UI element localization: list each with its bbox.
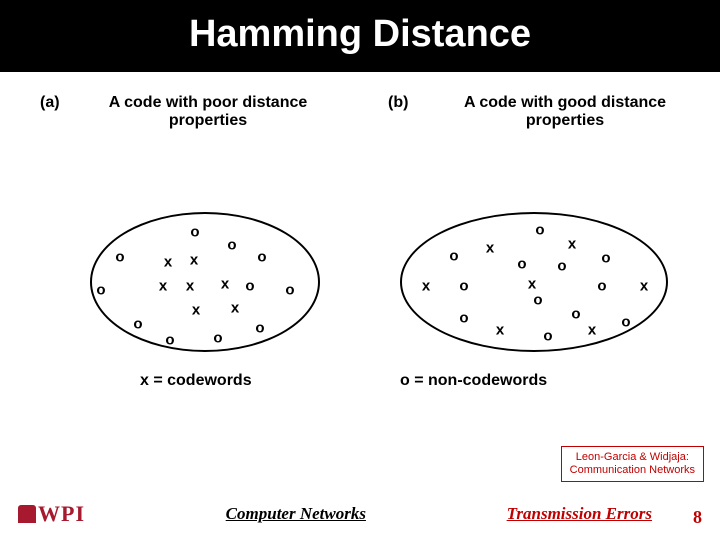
- noncodeword-mark: o: [535, 223, 544, 238]
- codeword-mark: x: [528, 277, 536, 292]
- noncodeword-mark: o: [543, 329, 552, 344]
- codeword-mark: x: [496, 323, 504, 338]
- noncodeword-mark: o: [115, 250, 124, 265]
- codeword-mark: x: [588, 323, 596, 338]
- wpi-logo-text: WPI: [38, 501, 85, 527]
- content-area: (a) A code with poor distance properties…: [0, 72, 720, 540]
- codeword-mark: x: [186, 279, 194, 294]
- codeword-mark: x: [159, 279, 167, 294]
- left-tag: (a): [40, 94, 60, 112]
- noncodeword-mark: o: [133, 317, 142, 332]
- right-tag: (b): [388, 94, 408, 112]
- codeword-mark: x: [568, 237, 576, 252]
- slide-number: 8: [693, 507, 702, 528]
- noncodeword-mark: o: [190, 225, 199, 240]
- codeword-mark: x: [640, 279, 648, 294]
- title-bar: Hamming Distance: [0, 0, 720, 72]
- slide-title: Hamming Distance: [189, 13, 531, 56]
- citation-box: Leon-Garcia & Widjaja: Communication Net…: [561, 446, 704, 482]
- noncodeword-mark: o: [459, 311, 468, 326]
- codeword-mark: x: [190, 253, 198, 268]
- noncodeword-mark: o: [96, 283, 105, 298]
- noncodeword-mark: o: [285, 283, 294, 298]
- noncodeword-mark: o: [213, 331, 222, 346]
- footer-right-text: Transmission Errors: [507, 504, 652, 524]
- noncodeword-mark: o: [165, 333, 174, 348]
- citation-line1: Leon-Garcia & Widjaja:: [570, 451, 695, 464]
- left-caption: A code with poor distance properties: [78, 94, 338, 130]
- noncodeword-mark: o: [245, 279, 254, 294]
- noncodeword-mark: o: [621, 315, 630, 330]
- wpi-logo-icon: [18, 505, 36, 523]
- codeword-mark: x: [422, 279, 430, 294]
- legend-noncodewords: o = non-codewords: [400, 372, 547, 390]
- noncodeword-mark: o: [571, 307, 580, 322]
- legend-codewords: x = codewords: [140, 372, 252, 390]
- noncodeword-mark: o: [459, 279, 468, 294]
- right-caption: A code with good distance properties: [430, 94, 700, 130]
- noncodeword-mark: o: [449, 249, 458, 264]
- noncodeword-mark: o: [255, 321, 264, 336]
- noncodeword-mark: o: [227, 238, 236, 253]
- codeword-mark: x: [164, 255, 172, 270]
- citation-line2: Communication Networks: [570, 464, 695, 477]
- codeword-mark: x: [192, 303, 200, 318]
- codeword-mark: x: [486, 241, 494, 256]
- codeword-mark: x: [221, 277, 229, 292]
- codeword-mark: x: [231, 301, 239, 316]
- footer-center-text: Computer Networks: [226, 504, 366, 524]
- footer: WPI Computer Networks Transmission Error…: [0, 500, 720, 528]
- wpi-logo: WPI: [18, 501, 85, 527]
- noncodeword-mark: o: [517, 257, 526, 272]
- noncodeword-mark: o: [597, 279, 606, 294]
- noncodeword-mark: o: [257, 250, 266, 265]
- noncodeword-mark: o: [601, 251, 610, 266]
- noncodeword-mark: o: [533, 293, 542, 308]
- noncodeword-mark: o: [557, 259, 566, 274]
